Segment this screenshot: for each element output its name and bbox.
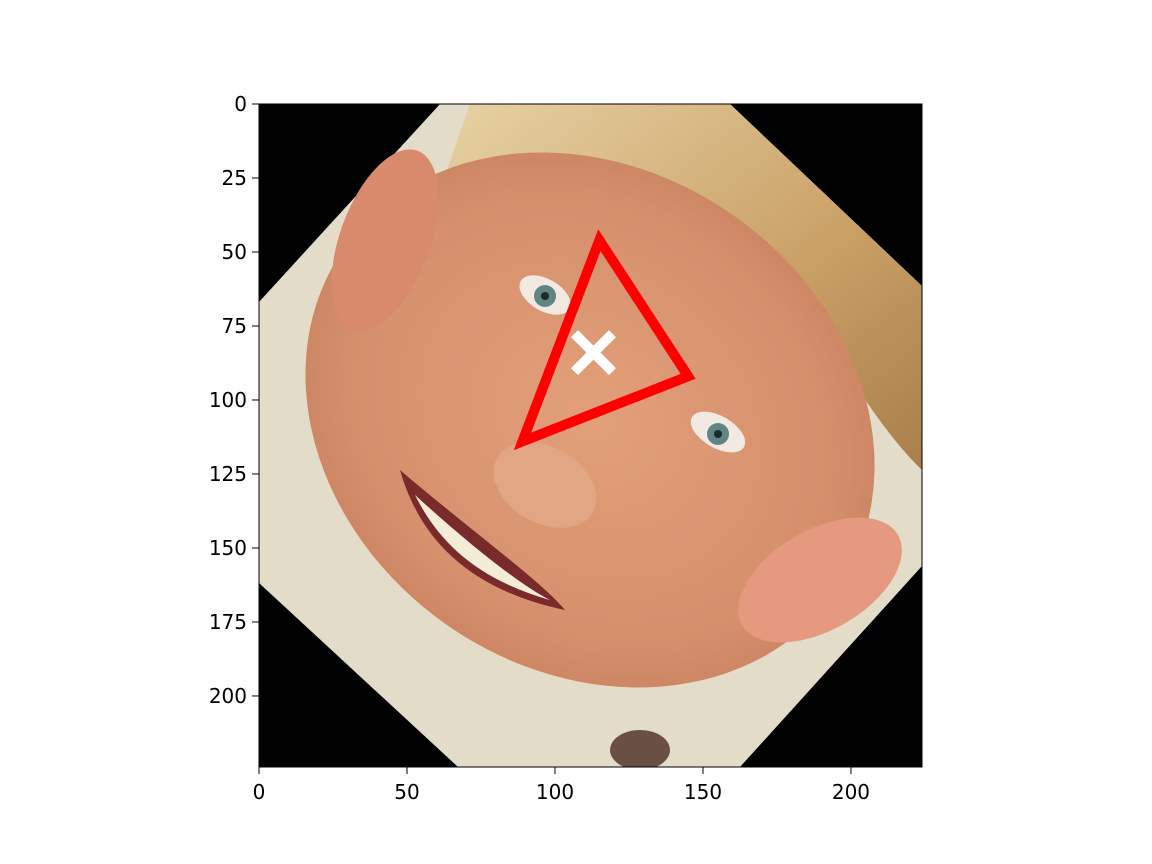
y-axis: 0 25 50 75 100 125 150 175 200 (209, 92, 259, 708)
y-tick-label: 50 (222, 240, 247, 264)
y-tick-label: 175 (209, 610, 247, 634)
x-tick-label: 0 (253, 780, 266, 804)
x-marker (570, 330, 616, 376)
x-tick-label: 50 (394, 780, 419, 804)
mouth (400, 470, 565, 610)
x-tick-label: 100 (536, 780, 574, 804)
x-tick-label: 150 (684, 780, 722, 804)
y-tick-label: 0 (234, 92, 247, 116)
x-axis: 0 50 100 150 200 (253, 767, 870, 804)
y-tick-label: 150 (209, 536, 247, 560)
y-tick-label: 100 (209, 388, 247, 412)
axes-frame (258, 103, 923, 768)
y-tick-label: 200 (209, 684, 247, 708)
left-ear (331, 149, 439, 331)
red-triangle (513, 229, 696, 451)
x-tick-label: 200 (832, 780, 870, 804)
y-tick-label: 125 (209, 462, 247, 486)
hair (440, 104, 922, 470)
nose (493, 442, 597, 528)
y-tick-label: 25 (222, 166, 247, 190)
y-tick-label: 75 (222, 314, 247, 338)
overlay (513, 229, 696, 451)
right-ear (738, 517, 902, 643)
